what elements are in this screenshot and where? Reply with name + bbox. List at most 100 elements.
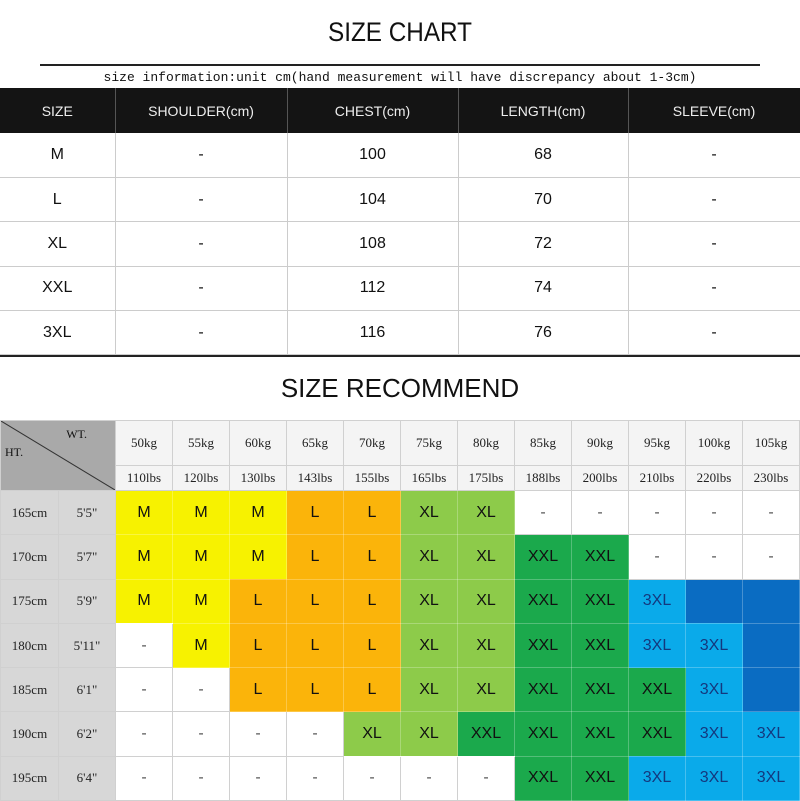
size-recommend-table: WT. HT. 50kg 55kg 60kg 65kg 70kg 75kg 80kg 85kg 90… (0, 420, 800, 801)
size-cell: XXL (514, 534, 572, 580)
size-cell: XL (400, 489, 458, 536)
size-cell: 3XL (628, 578, 686, 624)
size-cell: 3XL (628, 622, 686, 669)
diagonal-divider (1, 421, 115, 490)
size-cell: XXL (514, 578, 572, 624)
size-cell: L (229, 578, 287, 624)
size-cell: XL (457, 622, 515, 669)
height-cm: 170cm (0, 534, 59, 580)
weight-label: WT. (66, 427, 87, 441)
table-row: 3XL -116 76- (0, 310, 800, 356)
size-cell: XXL (571, 622, 629, 669)
height-cm: 185cm (0, 667, 59, 713)
weight-lbs: 165lbs (400, 465, 458, 491)
height-ft: 6'2" (58, 711, 116, 757)
recommend-row: 190cm 6'2" - - - - XL XL XXL XXL XXL XXL 3XL 3XL (0, 711, 800, 757)
size-cell: XXL (514, 711, 572, 757)
size-cell: - (229, 755, 287, 801)
weight-kg: 75kg (400, 420, 458, 466)
size-cell: XL (457, 489, 515, 536)
size-cell: - (685, 534, 743, 580)
weight-lbs: 143lbs (286, 465, 344, 491)
size-cell: XXL (571, 578, 629, 624)
size-cell: XL (457, 578, 515, 624)
size-chart-header: SIZE SHOULDER(cm) CHEST(cm) LENGTH(cm) SLEEV… (0, 88, 800, 133)
size-cell: - (343, 755, 401, 801)
size-cell: 3XL (685, 711, 743, 757)
height-cm: 165cm (0, 489, 59, 536)
size-cell: 3XL (742, 711, 800, 757)
size-cell: XL (400, 711, 458, 757)
column-header: LENGTH(cm) (458, 88, 629, 133)
table-row: L -104 70- (0, 177, 800, 223)
size-cell: XL (457, 667, 515, 713)
size-cell: XXL (571, 755, 629, 801)
size-cell: - (571, 489, 629, 536)
size-cell (742, 578, 800, 624)
size-cell: XXL (628, 711, 686, 757)
weight-kg-row: WT. HT. 50kg 55kg 60kg 65kg 70kg 75kg 80kg 85kg 90… (0, 420, 800, 491)
weight-kg: 105kg (742, 420, 800, 466)
size-cell: XXL (457, 711, 515, 757)
size-cell: L (343, 622, 401, 669)
size-cell: 3XL (628, 755, 686, 801)
table-cell: - (115, 266, 288, 312)
size-cell: M (172, 578, 230, 624)
height-ft: 6'1" (58, 667, 116, 713)
weight-lbs: 130lbs (229, 465, 287, 491)
table-row: M -100 68- (0, 133, 800, 178)
table-row: XL -108 72- (0, 221, 800, 267)
size-cell: L (286, 489, 344, 536)
recommend-row: 175cm 5'9" M M L L L XL XL XXL XXL 3XL (0, 578, 800, 624)
size-cell: L (343, 489, 401, 536)
table-cell: 112 (287, 266, 459, 312)
size-cell: XXL (514, 622, 572, 669)
weight-lbs: 175lbs (457, 465, 515, 491)
size-cell: - (229, 711, 287, 757)
column-header: CHEST(cm) (287, 88, 459, 133)
table-cell: 76 (458, 310, 629, 356)
height-ft: 5'11" (58, 622, 116, 669)
size-cell: XXL (514, 667, 572, 713)
table-cell: - (628, 310, 800, 356)
weight-kg: 60kg (229, 420, 287, 466)
height-cm: 175cm (0, 578, 59, 624)
measurement-note: size information:unit cm(hand measuremen… (103, 69, 697, 85)
size-cell: XL (400, 622, 458, 669)
table-cell: - (628, 177, 800, 223)
weight-lbs: 220lbs (685, 465, 743, 491)
weight-kg: 70kg (343, 420, 401, 466)
size-cell: M (115, 489, 173, 536)
size-cell: L (229, 667, 287, 713)
height-cm: 180cm (0, 622, 59, 669)
size-cell: M (115, 534, 173, 580)
table-cell: - (628, 133, 800, 178)
table-cell: M (0, 133, 116, 178)
height-ft: 5'5" (58, 489, 116, 536)
recommend-row: 185cm 6'1" - - L L L XL XL XXL XXL XXL 3XL (0, 667, 800, 713)
table-cell: 72 (458, 221, 629, 267)
table-cell: XL (0, 221, 116, 267)
size-cell: - (115, 711, 173, 757)
size-cell: - (172, 667, 230, 713)
column-header: SIZE (0, 88, 116, 133)
size-cell: XL (400, 578, 458, 624)
size-cell: M (229, 489, 287, 536)
table-cell: - (628, 266, 800, 312)
size-cell: XXL (571, 667, 629, 713)
table-cell: 116 (287, 310, 459, 356)
table-cell: XXL (0, 266, 116, 312)
table-cell: 3XL (0, 310, 116, 356)
table-cell: - (115, 133, 288, 178)
corner-header: WT. HT. (0, 420, 116, 491)
table-row: XXL -112 74- (0, 266, 800, 312)
table-cell: 100 (287, 133, 459, 178)
table-cell: 108 (287, 221, 459, 267)
weight-kg: 55kg (172, 420, 230, 466)
weight-lbs: 110lbs (115, 465, 173, 491)
table-cell: - (628, 221, 800, 267)
weight-kg: 95kg (628, 420, 686, 466)
table-cell: - (115, 177, 288, 223)
height-cm: 190cm (0, 711, 59, 757)
height-ft: 5'9" (58, 578, 116, 624)
